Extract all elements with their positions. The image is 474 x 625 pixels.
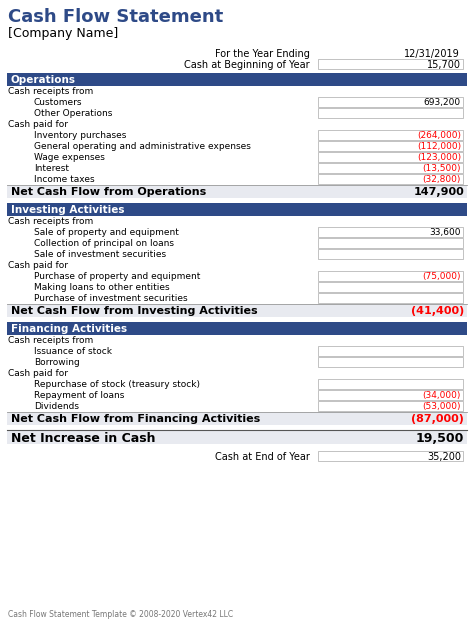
Bar <box>7 322 467 335</box>
Bar <box>318 238 463 248</box>
Bar <box>7 430 467 444</box>
Text: Purchase of property and equipment: Purchase of property and equipment <box>34 272 201 281</box>
Text: Other Operations: Other Operations <box>34 109 112 118</box>
Bar <box>318 174 463 184</box>
Text: Sale of investment securities: Sale of investment securities <box>34 250 166 259</box>
Text: Net Cash Flow from Financing Activities: Net Cash Flow from Financing Activities <box>11 414 260 424</box>
Text: Customers: Customers <box>34 98 82 107</box>
Text: (123,000): (123,000) <box>417 153 461 162</box>
Text: Investing Activities: Investing Activities <box>11 205 125 215</box>
Bar <box>318 152 463 162</box>
Text: Inventory purchases: Inventory purchases <box>34 131 127 140</box>
Text: Cash paid for: Cash paid for <box>8 120 68 129</box>
Text: 147,900: 147,900 <box>413 187 464 197</box>
Bar <box>318 401 463 411</box>
Text: [Company Name]: [Company Name] <box>8 27 118 40</box>
Bar <box>7 304 467 317</box>
Text: (264,000): (264,000) <box>417 131 461 140</box>
Text: Net Cash Flow from Investing Activities: Net Cash Flow from Investing Activities <box>11 306 258 316</box>
Bar <box>318 97 463 107</box>
Text: Cash receipts from: Cash receipts from <box>8 87 93 96</box>
Text: 33,600: 33,600 <box>429 228 461 237</box>
Bar <box>318 271 463 281</box>
Text: 12/31/2019: 12/31/2019 <box>404 49 460 59</box>
Bar <box>318 227 463 237</box>
Text: Issuance of stock: Issuance of stock <box>34 347 112 356</box>
Text: Repayment of loans: Repayment of loans <box>34 391 124 400</box>
Text: Wage expenses: Wage expenses <box>34 153 105 162</box>
Bar <box>318 451 463 461</box>
Text: Cash receipts from: Cash receipts from <box>8 217 93 226</box>
Text: Net Cash Flow from Operations: Net Cash Flow from Operations <box>11 187 206 197</box>
Bar <box>7 73 467 86</box>
Bar <box>318 163 463 173</box>
Text: (41,400): (41,400) <box>411 306 464 316</box>
Text: Interest: Interest <box>34 164 69 173</box>
Bar <box>318 249 463 259</box>
Text: Making loans to other entities: Making loans to other entities <box>34 283 170 292</box>
Text: Cash Flow Statement Template © 2008-2020 Vertex42 LLC: Cash Flow Statement Template © 2008-2020… <box>8 610 233 619</box>
Bar <box>318 357 463 367</box>
Text: Cash Flow Statement: Cash Flow Statement <box>8 8 223 26</box>
Bar <box>318 141 463 151</box>
Text: Borrowing: Borrowing <box>34 358 80 367</box>
Bar <box>318 108 463 118</box>
Text: (75,000): (75,000) <box>422 272 461 281</box>
Text: Sale of property and equipment: Sale of property and equipment <box>34 228 179 237</box>
Text: 15,700: 15,700 <box>427 60 461 70</box>
Text: Cash paid for: Cash paid for <box>8 369 68 378</box>
Text: Cash receipts from: Cash receipts from <box>8 336 93 345</box>
Text: Financing Activities: Financing Activities <box>11 324 127 334</box>
Text: Purchase of investment securities: Purchase of investment securities <box>34 294 188 303</box>
Text: Cash at Beginning of Year: Cash at Beginning of Year <box>184 60 310 70</box>
Text: 693,200: 693,200 <box>424 98 461 107</box>
Bar <box>7 185 467 198</box>
Bar <box>318 390 463 400</box>
Text: Cash paid for: Cash paid for <box>8 261 68 270</box>
Text: For the Year Ending: For the Year Ending <box>215 49 310 59</box>
Text: (112,000): (112,000) <box>417 142 461 151</box>
Text: (87,000): (87,000) <box>411 414 464 424</box>
Text: Operations: Operations <box>11 75 76 85</box>
Text: Repurchase of stock (treasury stock): Repurchase of stock (treasury stock) <box>34 380 200 389</box>
Text: Income taxes: Income taxes <box>34 175 95 184</box>
Text: General operating and administrative expenses: General operating and administrative exp… <box>34 142 251 151</box>
Bar <box>318 293 463 303</box>
Text: (13,500): (13,500) <box>422 164 461 173</box>
Bar <box>318 346 463 356</box>
Text: Cash at End of Year: Cash at End of Year <box>215 452 310 462</box>
Bar <box>318 282 463 292</box>
Bar <box>7 412 467 425</box>
Bar <box>318 59 463 69</box>
Text: (34,000): (34,000) <box>423 391 461 400</box>
Text: 35,200: 35,200 <box>427 452 461 462</box>
Bar <box>7 203 467 216</box>
Text: 19,500: 19,500 <box>416 432 464 445</box>
Text: (32,800): (32,800) <box>423 175 461 184</box>
Bar <box>318 379 463 389</box>
Text: Net Increase in Cash: Net Increase in Cash <box>11 432 155 445</box>
Text: Dividends: Dividends <box>34 402 79 411</box>
Bar <box>318 130 463 140</box>
Text: (53,000): (53,000) <box>422 402 461 411</box>
Text: Collection of principal on loans: Collection of principal on loans <box>34 239 174 248</box>
